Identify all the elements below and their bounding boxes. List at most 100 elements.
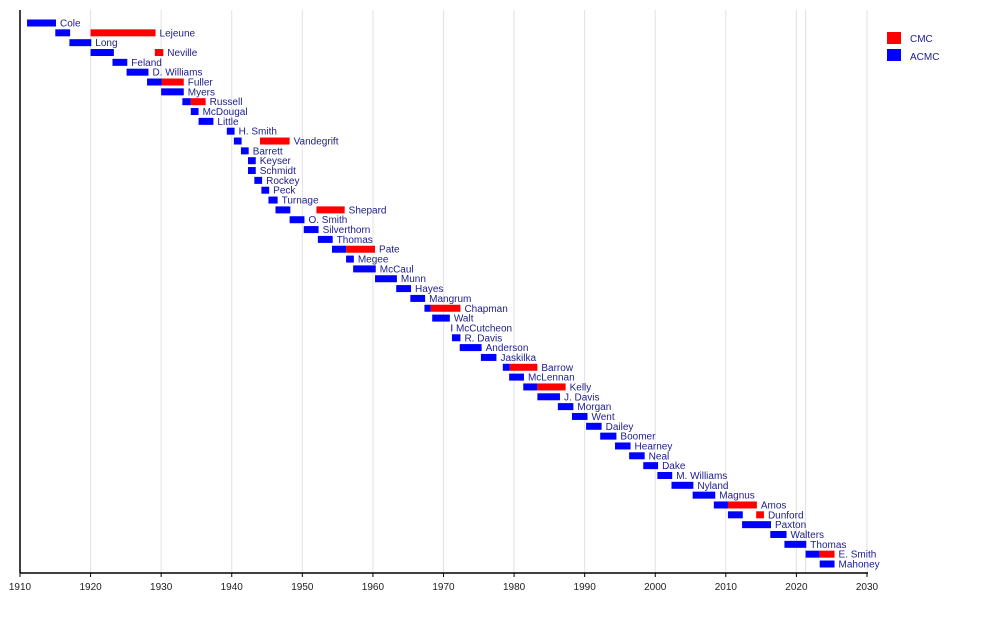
legend-swatch-acmc	[887, 49, 901, 61]
x-tick-label: 1920	[79, 582, 102, 593]
cmc-bar	[190, 98, 206, 106]
acmc-bar	[600, 432, 617, 440]
acmc-bar	[198, 117, 214, 125]
bar-label: Went	[591, 412, 614, 423]
cmc-bar	[537, 383, 566, 391]
bar-label: Magnus	[719, 491, 755, 502]
bar-label: H. Smith	[239, 127, 277, 138]
bar-label: Little	[217, 117, 239, 128]
x-tick-label: 2030	[856, 582, 879, 593]
bar-label: Kelly	[570, 382, 592, 393]
acmc-bar	[742, 521, 772, 529]
legend: CMC ACMC	[887, 32, 939, 63]
acmc-bar	[55, 29, 71, 37]
acmc-bar	[480, 353, 497, 361]
bar-label: Walters	[791, 530, 825, 541]
acmc-bar	[27, 19, 56, 27]
acmc-bar	[126, 68, 149, 76]
x-axis-ticks: 1910 1920 1930 1940 1950 1960 1970 1980 1990 2000…	[9, 573, 879, 593]
bar-label: Chapman	[464, 304, 507, 315]
x-tick-label: 1980	[503, 582, 526, 593]
bar-label: Cole	[60, 19, 81, 30]
acmc-bar	[69, 39, 92, 47]
bar-label: McCutcheon	[456, 323, 512, 334]
acmc-bar	[247, 157, 256, 165]
acmc-bar	[233, 137, 242, 145]
bar-label: Hearney	[635, 441, 673, 452]
cmc-bar	[819, 550, 835, 558]
acmc-bar	[671, 481, 694, 489]
acmc-bar	[331, 245, 347, 253]
acmc-bar	[182, 98, 191, 106]
acmc-bar	[261, 186, 270, 194]
bar-label: Vandegrift	[294, 137, 339, 148]
cmc-bar	[316, 206, 345, 214]
bar-label: Pate	[379, 245, 400, 256]
bar-label: Thomas	[337, 235, 373, 246]
bar-label: D. Williams	[152, 68, 202, 79]
legend-label-acmc: ACMC	[910, 52, 939, 63]
x-tick-label: 1930	[150, 582, 173, 593]
cmc-bar	[346, 245, 376, 253]
x-tick-label: 1940	[221, 582, 244, 593]
x-tick-label: 2010	[715, 582, 738, 593]
acmc-bar	[247, 167, 256, 175]
acmc-bar	[112, 58, 128, 66]
bar-label: Dunford	[768, 510, 804, 521]
cmc-bar	[90, 29, 156, 37]
acmc-bar	[571, 412, 588, 420]
x-tick-label: 1950	[291, 582, 314, 593]
bar-label: Shepard	[349, 205, 387, 216]
bar-label: Thomas	[810, 540, 846, 551]
bar-label: Hayes	[415, 284, 443, 295]
cmc-bar	[154, 49, 164, 57]
bar-label: Boomer	[620, 432, 656, 443]
bar-label: Nyland	[697, 481, 728, 492]
x-tick-label: 2020	[785, 582, 808, 593]
acmc-bar	[432, 314, 450, 322]
bar-label: Russell	[210, 97, 243, 108]
legend-swatch-cmc	[887, 32, 901, 44]
bar-label: Fuller	[188, 78, 214, 89]
x-tick-label: 1970	[432, 582, 455, 593]
acmc-bar	[643, 462, 659, 470]
bar-label: Jaskilka	[500, 353, 536, 364]
bar-label: McCaul	[380, 264, 414, 275]
acmc-bar	[289, 216, 305, 224]
bar-label: Keyser	[260, 156, 292, 167]
acmc-bar	[615, 442, 631, 450]
acmc-bar	[727, 511, 743, 519]
bar-label: J. Davis	[564, 392, 600, 403]
acmc-bar	[303, 226, 319, 234]
bar-label: Mangrum	[429, 294, 471, 305]
cmc-bar	[161, 78, 184, 86]
acmc-bar	[523, 383, 538, 391]
acmc-bar	[226, 127, 235, 135]
acmc-bar	[459, 344, 482, 352]
bar-label: Feland	[131, 58, 162, 69]
bar-label: Lejeune	[160, 28, 196, 39]
bar-label: Paxton	[775, 520, 806, 531]
acmc-bar	[509, 373, 524, 381]
bar-label: Long	[95, 38, 117, 49]
acmc-bar	[805, 550, 820, 558]
cmc-bar	[430, 304, 461, 312]
acmc-bar	[396, 285, 412, 293]
acmc-bar	[353, 265, 376, 273]
acmc-bar	[713, 501, 728, 509]
acmc-bar	[375, 275, 397, 283]
bar-label: Neal	[649, 451, 670, 462]
bar-label: McLennan	[528, 373, 575, 384]
bar-label: Munn	[401, 274, 426, 285]
bar-label: Barrett	[253, 146, 283, 157]
cmc-bar	[509, 363, 538, 371]
acmc-bar	[147, 78, 162, 86]
acmc-bar	[254, 176, 263, 184]
acmc-bar	[424, 304, 431, 312]
bar-label: Dake	[662, 461, 686, 472]
acmc-bar	[317, 235, 333, 243]
acmc-bar	[692, 491, 716, 499]
bar-label: Peck	[273, 186, 296, 197]
cmc-bar	[727, 501, 757, 509]
bar-label: Barrow	[541, 363, 573, 374]
